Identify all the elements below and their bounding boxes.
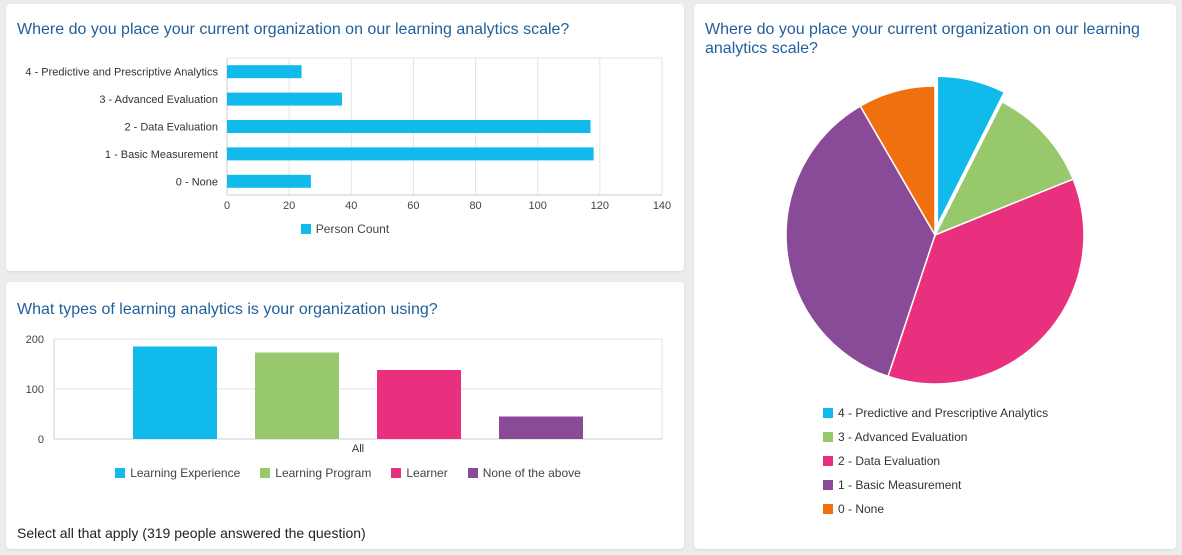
pie-slice bbox=[785, 105, 936, 378]
x-tick-label: 60 bbox=[407, 200, 419, 212]
legend-label: 0 - None bbox=[838, 502, 885, 516]
scale-bar-chart: 0 20 40 60 80 100 120 140 4 - Predictive and Pre… bbox=[25, 57, 671, 212]
bar bbox=[227, 147, 594, 161]
bar bbox=[499, 416, 583, 439]
x-tick-label: All bbox=[352, 443, 364, 455]
types-column-chart: 0 100 200 All bbox=[26, 334, 663, 455]
bar bbox=[227, 120, 591, 133]
legend-swatch bbox=[391, 468, 402, 478]
y-tick-label: 200 bbox=[26, 334, 44, 346]
legend-label: None of the above bbox=[482, 466, 581, 480]
y-tick-label: 2 - Data Evaluation bbox=[124, 122, 218, 134]
legend-label: Learner bbox=[406, 466, 448, 480]
legend: Person Count bbox=[6, 222, 684, 236]
legend-label: 1 - Basic Measurement bbox=[838, 478, 962, 492]
scale-bar-card: Where do you place your current organiza… bbox=[6, 4, 684, 271]
legend-swatch bbox=[823, 408, 833, 418]
pie-slice bbox=[936, 75, 1006, 226]
legend-swatch bbox=[467, 468, 478, 478]
bar bbox=[377, 370, 461, 439]
legend-item[interactable]: Person Count bbox=[300, 222, 390, 236]
chart-title: What types of learning analytics is your… bbox=[17, 301, 438, 318]
legend-item[interactable]: 4 - Predictive and Prescriptive Analytic… bbox=[823, 401, 1048, 425]
legend-swatch bbox=[300, 224, 311, 234]
legend-item[interactable]: Learning Program bbox=[260, 466, 371, 480]
y-tick-label: 3 - Advanced Evaluation bbox=[99, 94, 218, 106]
legend-label: 3 - Advanced Evaluation bbox=[838, 430, 968, 444]
y-tick-label: 0 - None bbox=[176, 176, 218, 188]
bar bbox=[227, 65, 302, 79]
legend-swatch bbox=[115, 468, 126, 478]
legend-swatch bbox=[823, 456, 833, 466]
bar bbox=[133, 346, 217, 439]
scale-pie-card: Where do you place your current organiza… bbox=[694, 4, 1176, 549]
x-tick-label: 100 bbox=[529, 200, 547, 212]
pie-slice bbox=[859, 85, 936, 238]
legend-label: 2 - Data Evaluation bbox=[838, 454, 941, 468]
legend-label: 4 - Predictive and Prescriptive Analytic… bbox=[838, 406, 1049, 420]
legend-item[interactable]: Learning Experience bbox=[115, 466, 240, 480]
legend-item[interactable]: 3 - Advanced Evaluation bbox=[823, 425, 1048, 449]
y-tick-label: 0 bbox=[38, 434, 44, 446]
y-tick-label: 4 - Predictive and Prescriptive Analytic… bbox=[25, 67, 218, 79]
pie-slice bbox=[933, 100, 1075, 237]
chart-title: Where do you place your current organiza… bbox=[705, 21, 1140, 57]
legend-label: Learning Experience bbox=[130, 466, 241, 480]
legend-item[interactable]: 2 - Data Evaluation bbox=[823, 449, 1048, 473]
legend-swatch bbox=[823, 504, 833, 514]
legend-swatch bbox=[260, 468, 271, 478]
x-tick-label: 80 bbox=[469, 200, 481, 212]
y-tick-label: 1 - Basic Measurement bbox=[105, 149, 218, 161]
types-column-card: What types of learning analytics is your… bbox=[6, 282, 684, 549]
pie-slice bbox=[887, 178, 1085, 385]
bar bbox=[227, 174, 311, 188]
legend-item[interactable]: 0 - None bbox=[823, 497, 1048, 521]
bar bbox=[227, 92, 342, 106]
legend-item[interactable]: Learner bbox=[391, 466, 448, 480]
legend: 4 - Predictive and Prescriptive Analytic… bbox=[823, 401, 1048, 521]
x-tick-label: 0 bbox=[224, 200, 230, 212]
x-tick-label: 120 bbox=[591, 200, 609, 212]
x-tick-label: 20 bbox=[283, 200, 295, 212]
legend-item[interactable]: 1 - Basic Measurement bbox=[823, 473, 1048, 497]
legend-swatch bbox=[823, 432, 833, 442]
legend-label: Person Count bbox=[315, 222, 390, 236]
legend: Learning Experience Learning Program Learn… bbox=[6, 466, 710, 480]
bar bbox=[255, 352, 339, 439]
chart-footnote: Select all that apply (319 people answer… bbox=[17, 525, 366, 541]
scale-pie-chart bbox=[785, 75, 1085, 385]
x-tick-label: 140 bbox=[653, 200, 671, 212]
legend-label: Learning Program bbox=[275, 466, 372, 480]
y-tick-label: 100 bbox=[26, 384, 44, 396]
x-tick-label: 40 bbox=[345, 200, 357, 212]
chart-title: Where do you place your current organiza… bbox=[17, 21, 570, 38]
legend-swatch bbox=[823, 480, 833, 490]
legend-item[interactable]: None of the above bbox=[467, 466, 581, 480]
